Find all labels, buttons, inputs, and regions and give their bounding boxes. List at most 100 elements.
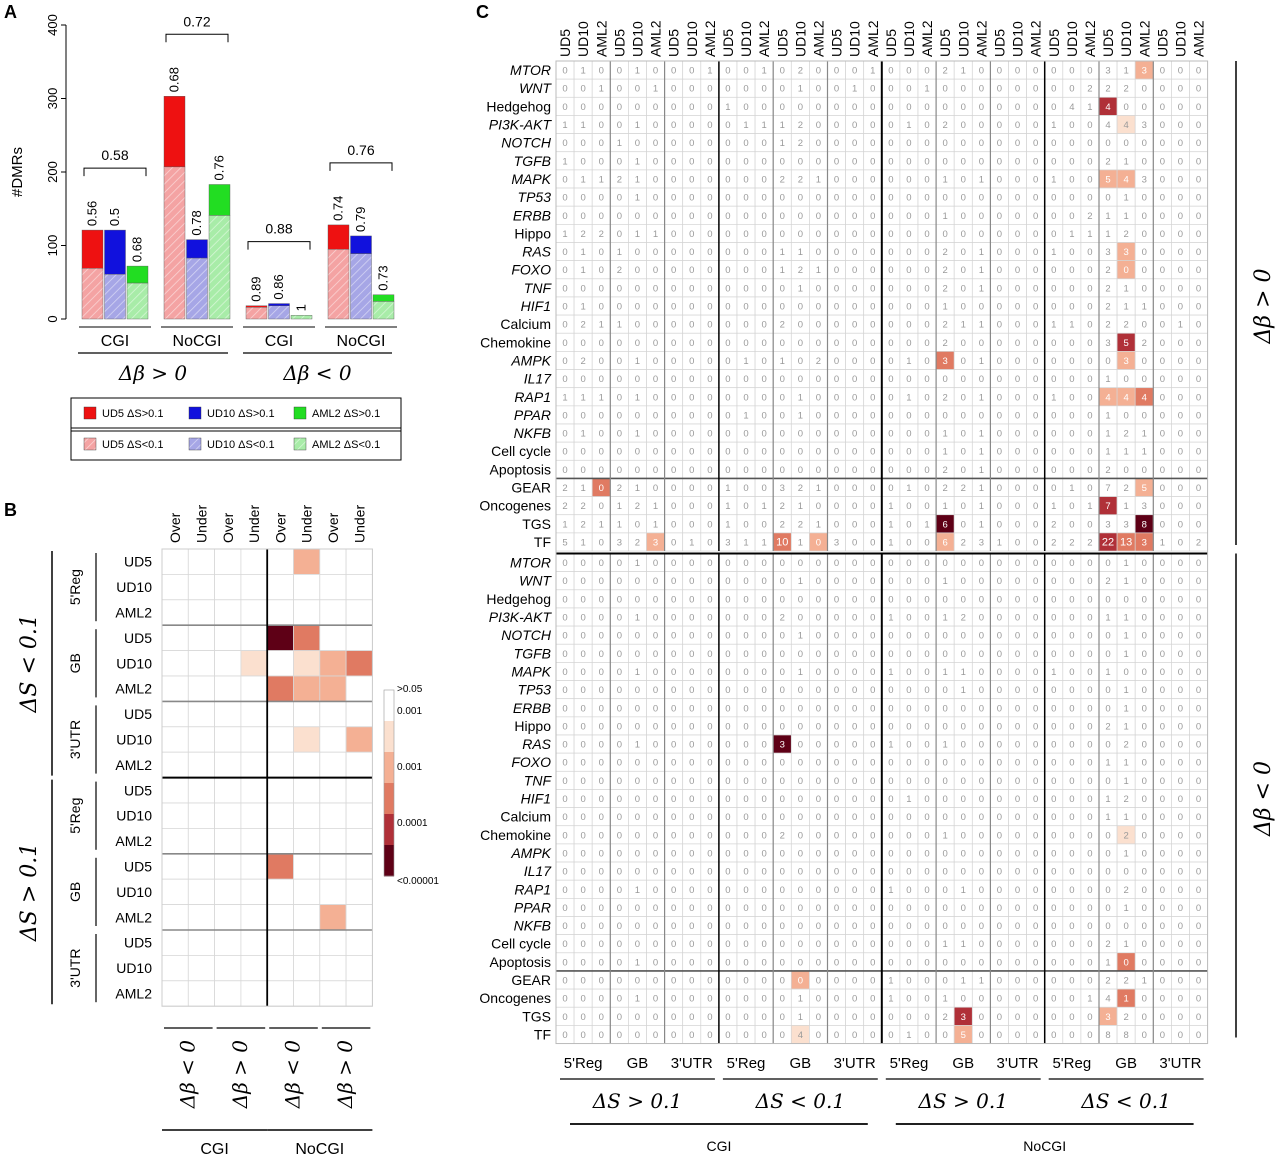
region-label: 3'UTR	[834, 1055, 876, 1072]
cell-count: 0	[1105, 921, 1110, 932]
cell-count: 0	[1069, 867, 1074, 878]
cell-count: 0	[689, 338, 694, 349]
cell-count: 0	[870, 649, 875, 660]
cell-count: 0	[816, 758, 821, 769]
cell-count: 0	[689, 939, 694, 950]
cell-count: 0	[762, 667, 767, 678]
cell-count: 0	[1196, 102, 1201, 113]
cell-count: 0	[997, 957, 1002, 968]
parent-label: Δβ > 0	[118, 361, 187, 385]
cell-count: 0	[924, 740, 929, 751]
cell-count: 1	[798, 501, 803, 512]
cell-count: 0	[1178, 392, 1183, 403]
cell-count: 0	[816, 558, 821, 569]
cell-count: 0	[1160, 740, 1165, 751]
cell-count: 0	[1033, 594, 1038, 605]
cell-count: 0	[870, 302, 875, 313]
cell-count: 0	[653, 465, 658, 476]
cell-count: 0	[743, 138, 748, 149]
cell-count: 0	[1087, 193, 1092, 204]
cell-count: 0	[1051, 429, 1056, 440]
cell-count: 0	[617, 429, 622, 440]
cell-count: 0	[798, 338, 803, 349]
cell-count: 2	[617, 174, 622, 185]
cell-count: 0	[816, 939, 821, 950]
heat-cell	[240, 650, 268, 677]
cell-count: 0	[870, 156, 875, 167]
heat-cell	[266, 701, 294, 728]
row-label-top: NOTCH	[501, 135, 552, 151]
cell-count: 0	[562, 465, 567, 476]
row-label-bottom: GEAR	[511, 972, 551, 988]
cell-count: 0	[599, 758, 604, 769]
cell-count: 0	[1160, 519, 1165, 530]
cell-count: 0	[997, 447, 1002, 458]
cell-count: 0	[725, 156, 730, 167]
cell-count: 0	[997, 558, 1002, 569]
cell-count: 0	[1033, 957, 1038, 968]
cell-count: 0	[1178, 667, 1183, 678]
bracket	[329, 162, 393, 171]
cell-count: 0	[617, 283, 622, 294]
row-label-top: Cell cycle	[491, 443, 551, 459]
cell-count: 0	[581, 848, 586, 859]
cell-count: 0	[780, 903, 785, 914]
cell-count: 0	[1015, 537, 1020, 548]
cell-count: 1	[979, 519, 984, 530]
cell-count: 0	[1087, 156, 1092, 167]
cell-count: 0	[924, 867, 929, 878]
cell-count: 0	[653, 976, 658, 987]
cell-count: 1	[635, 667, 640, 678]
legend-box	[70, 397, 402, 461]
cell-count: 0	[852, 465, 857, 476]
cell-count: 0	[961, 867, 966, 878]
cell-count: 0	[997, 138, 1002, 149]
cell-count: 0	[1051, 848, 1056, 859]
cell-count: 0	[689, 576, 694, 587]
cell-count: 0	[1142, 758, 1147, 769]
cell-count: 0	[689, 66, 694, 77]
cell-count: 0	[1160, 776, 1165, 787]
cell-count: 0	[834, 939, 839, 950]
cell-count: 0	[689, 302, 694, 313]
cell-count: 0	[834, 320, 839, 331]
cell-count: 0	[671, 576, 676, 587]
cell-count: 0	[653, 885, 658, 896]
cell-count: 2	[1087, 537, 1092, 548]
cell-count: 0	[1069, 812, 1074, 823]
cell-count: 0	[1178, 120, 1183, 131]
cell-count: 0	[635, 519, 640, 530]
col-header: Over	[325, 512, 341, 543]
heat-cell	[161, 777, 189, 804]
cell-count: 0	[870, 247, 875, 258]
cell-count: 0	[997, 302, 1002, 313]
cell-count: 3	[943, 356, 948, 367]
cell-count: 0	[816, 667, 821, 678]
cell-count: 1	[599, 174, 604, 185]
cell-count: 0	[1124, 374, 1129, 385]
cell-count: 0	[1087, 885, 1092, 896]
cell-count: 0	[906, 703, 911, 714]
cell-count: 0	[943, 776, 948, 787]
cell-count: 0	[1124, 138, 1129, 149]
cell-count: 0	[1196, 84, 1201, 95]
cell-count: 0	[725, 429, 730, 440]
cell-count: 0	[743, 994, 748, 1005]
cell-count: 0	[1178, 885, 1183, 896]
cell-count: 0	[1142, 812, 1147, 823]
cell-count: 0	[1142, 703, 1147, 714]
cell-count: 0	[762, 174, 767, 185]
cell-count: 0	[743, 519, 748, 530]
cell-count: 0	[671, 537, 676, 548]
cell-count: 0	[870, 483, 875, 494]
cell-count: 0	[1178, 848, 1183, 859]
cell-count: 0	[979, 703, 984, 714]
y-axis-label: #DMRs	[9, 147, 26, 197]
cell-count: 0	[707, 830, 712, 841]
cell-count: 0	[979, 1030, 984, 1041]
rowgroup-label: Δβ < 0	[1251, 761, 1276, 837]
cell-count: 0	[635, 631, 640, 642]
cell-count: 0	[562, 685, 567, 696]
cell-count: 0	[943, 703, 948, 714]
cell-count: 0	[1069, 703, 1074, 714]
